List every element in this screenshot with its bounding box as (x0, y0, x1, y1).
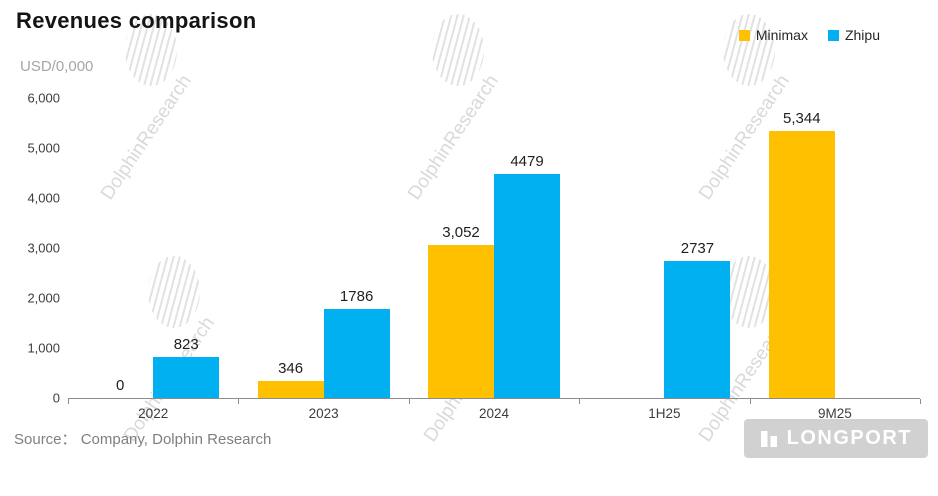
bar-minimax-9m25 (768, 131, 835, 398)
x-label-1h25: 1H25 (648, 406, 681, 421)
bar-group-2023: 346 1786 (238, 98, 408, 398)
bar-slot: 2737 (664, 240, 731, 398)
x-tick-mark (68, 399, 69, 404)
legend-label-zhipu: Zhipu (844, 27, 880, 43)
bar-minimax-2024 (428, 245, 495, 398)
y-tick-label: 6,000 (27, 90, 60, 106)
x-tick-mark (579, 399, 580, 404)
bar-slot: 4479 (494, 153, 561, 398)
bar-slot: 1786 (323, 288, 390, 398)
bar-slot: 346 (257, 360, 324, 398)
bar-slot: 0 (87, 377, 153, 398)
x-axis-ticks (68, 399, 921, 405)
bar-zhipu-2024 (494, 174, 561, 398)
y-tick-label: 2,000 (27, 290, 60, 306)
bar-value-label: 0 (116, 377, 125, 394)
scribble-icon (723, 14, 775, 86)
bar-minimax-2023 (257, 381, 324, 398)
legend-item-minimax: Minimax (738, 27, 808, 43)
x-tick-mark (409, 399, 410, 404)
y-tick-label: 3,000 (27, 240, 60, 256)
scribble-icon (432, 14, 484, 86)
axis-unit-label: USD/0,000 (20, 58, 94, 75)
bar-value-label: 346 (278, 360, 304, 377)
x-axis: 2022 2023 2024 1H25 9M25 (68, 401, 920, 421)
x-label-9m25: 9M25 (817, 406, 852, 421)
legend-swatch-zhipu (827, 29, 839, 41)
bar-value-label: 5,344 (783, 110, 821, 127)
bar-zhipu-1h25 (664, 261, 731, 398)
y-tick-label: 1,000 (27, 340, 60, 356)
legend-swatch-minimax (738, 29, 750, 41)
legend: Minimax Zhipu (738, 27, 880, 43)
bar-group-1h25: 2737 (579, 98, 749, 398)
bar-value-label: 3,052 (442, 224, 480, 241)
chart-canvas: Revenues comparison USD/0,000 Minimax Zh… (0, 8, 928, 458)
y-tick-label: 4,000 (27, 190, 60, 206)
bar-group-2024: 3,052 4479 (409, 98, 579, 398)
longport-icon (760, 430, 777, 447)
x-label-2023: 2023 (308, 406, 339, 421)
bar-value-label: 2737 (680, 240, 715, 257)
x-tick-mark (750, 399, 751, 404)
chart-title: Revenues comparison (16, 8, 257, 33)
x-label-2024: 2024 (478, 406, 510, 421)
x-tick-mark (238, 399, 239, 404)
bar-group-9m25: 5,344 (750, 98, 920, 398)
bar-slot: 5,344 (768, 110, 835, 398)
longport-logo: LONGPORT (743, 419, 928, 458)
bar-zhipu-2022 (153, 357, 220, 398)
bar-value-label: 4479 (510, 153, 544, 170)
bar-value-label: 823 (173, 336, 199, 353)
legend-label-minimax: Minimax (755, 27, 808, 43)
y-tick-label: 0 (52, 390, 60, 406)
x-label-2022: 2022 (138, 406, 169, 421)
y-axis: 6,000 5,000 4,000 3,000 2,000 1,000 0 (0, 91, 60, 406)
x-tick-mark (920, 399, 921, 404)
bar-slot: 3,052 (428, 224, 495, 398)
y-tick-label: 5,000 (27, 140, 60, 156)
source-note: Source： Company, Dolphin Research (14, 431, 272, 448)
bar-zhipu-2023 (323, 309, 390, 398)
bar-group-2022: 0 823 (68, 98, 238, 398)
legend-item-zhipu: Zhipu (827, 27, 880, 43)
plot-area: 0 823 346 1786 3,052 4479 2737 5,344 (68, 98, 920, 399)
bar-value-label: 1786 (339, 288, 374, 305)
bar-slot: 823 (153, 336, 220, 398)
longport-logo-text: LONGPORT (786, 427, 912, 449)
